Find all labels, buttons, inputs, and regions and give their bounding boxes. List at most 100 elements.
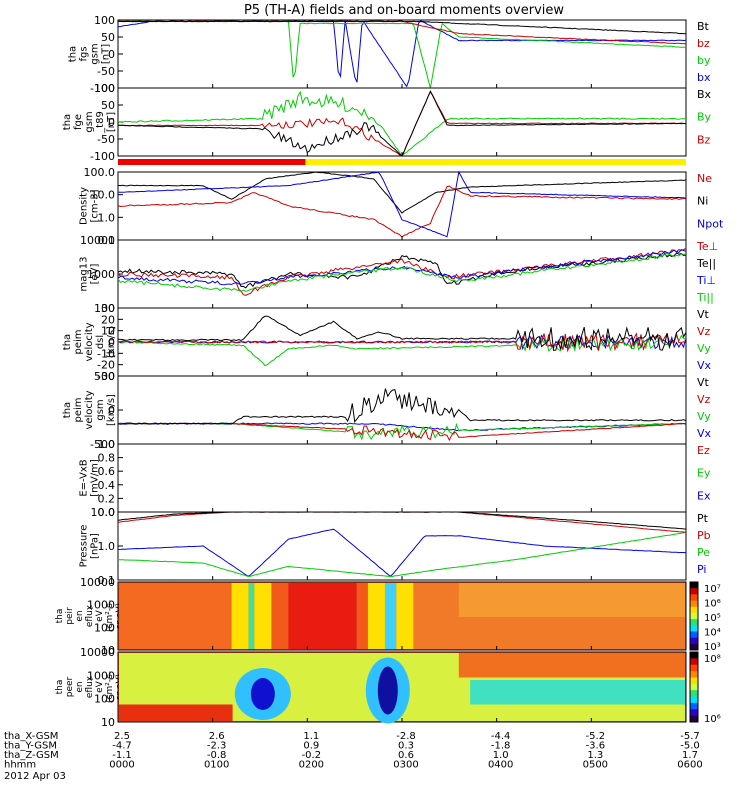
panel-traces [119, 653, 685, 724]
trace-npot [117, 170, 687, 238]
ytick-label: 1000 [87, 599, 115, 612]
colorbar-step [690, 702, 698, 710]
spectrogram-region [458, 653, 685, 678]
legend-vy: Vy [697, 410, 711, 423]
ytick-label: -30 [97, 370, 115, 383]
ephem-value: -0.2 [302, 750, 322, 761]
ytick-label: 50 [101, 31, 115, 44]
colorbar-label: 10⁴ [704, 628, 721, 639]
panel-ylabel: en [75, 610, 85, 621]
legend-pe: Pe [697, 546, 710, 559]
panel-ylabel: peim [73, 329, 84, 354]
ephem-value: 0.9 [303, 741, 319, 752]
panel-ylabel: mag13 [79, 257, 90, 292]
spectrogram-band [231, 583, 249, 649]
panel-2: tha fge gsm _t89 [nT] 100 50 0 -50 -100 Bx By Bz [62, 82, 712, 165]
xtick-label: 0300 [393, 760, 418, 771]
ytick-label: 0 [108, 48, 115, 61]
colorbar-step [690, 671, 698, 678]
trace-vy [118, 422, 687, 441]
ephem-value: 0.3 [398, 741, 414, 752]
colorbar-step [690, 643, 698, 651]
panel-ylabel: eV [95, 680, 105, 693]
trace-bx [117, 90, 687, 157]
ephem-label: tha_Y-GSM [4, 741, 57, 752]
colorbar-step [690, 696, 698, 704]
date-label: 2012 Apr 03 [4, 771, 66, 782]
ytick-label: 0.1 [98, 234, 116, 247]
colorbar-step [690, 606, 698, 614]
ytick-label: 0.0 [98, 506, 116, 519]
panel-ylabel: tha [62, 334, 73, 350]
legend-bx: bx [697, 71, 711, 84]
colorbar-label: 10⁸ [704, 654, 721, 665]
ephem-value: -5.7 [680, 731, 700, 742]
ephem-value: -0.8 [207, 750, 227, 761]
trace-ti-par [117, 253, 686, 293]
ytick-label: 100 [94, 302, 115, 315]
panel-ylabel: [eV] [90, 264, 101, 285]
colorbar: 10⁸ 10⁶ [689, 651, 721, 725]
ephem-label: tha_Z-GSM [4, 750, 59, 761]
panel-ylabel: [nT] [106, 112, 117, 132]
panel-ylabel: E=-VxB [79, 459, 90, 496]
ytick-label: 10000 [80, 646, 115, 659]
ytick-label: 0.2 [98, 492, 116, 505]
ytick-label: 0.8 [98, 452, 116, 465]
panel-ylabel: _t89 [95, 111, 106, 134]
legend-bz: bz [697, 37, 710, 50]
ytick-label: 10 [101, 644, 115, 657]
trace-ti-perp [117, 249, 687, 286]
colorbar-step [690, 594, 698, 602]
colorbar-label: 10⁶ [704, 599, 721, 610]
ytick-label: 10 [101, 716, 115, 729]
xtick-label: 0000 [109, 760, 134, 771]
ephem-label: tha_X-GSM [4, 731, 58, 742]
legend-bx: Bx [697, 88, 712, 101]
ephem-value: -5.2 [586, 731, 606, 742]
panel-ylabel: [nPa] [90, 533, 101, 559]
colorbar-step [690, 619, 698, 626]
colorbar-step [690, 690, 698, 698]
panel-ylabel: (cm²-s- [105, 600, 115, 632]
colorbar-step [690, 612, 698, 620]
spectrogram-region [458, 583, 685, 617]
ytick-label: 100 [94, 14, 115, 27]
legend-ez: Ez [697, 444, 710, 457]
ytick-label: 50 [101, 99, 115, 112]
ytick-label: 100 [94, 621, 115, 634]
legend-ex: Ex [697, 489, 711, 502]
legend-ti⊥: Ti⊥ [696, 274, 716, 287]
legend-vz: Vz [697, 325, 711, 338]
panel-frame [117, 87, 687, 157]
panel-4: mag13 [eV] 10000 1000 100 Te⊥ Te|| Ti⊥ Ti|| [79, 234, 719, 315]
legend-by: By [697, 111, 712, 124]
panel-ylabel: tha [55, 609, 65, 624]
ytick-label: 10 [101, 325, 115, 338]
trace-bt [117, 20, 687, 35]
legend-pt: Pt [697, 512, 709, 525]
colorbar-step [690, 664, 698, 672]
colorbar-step [690, 683, 698, 691]
ytick-label: 100.0 [84, 166, 116, 179]
trace-vz [117, 331, 687, 353]
legend-ne: Ne [697, 172, 712, 185]
panel-ylabel: tha [62, 114, 73, 130]
ytick-label: 20 [101, 313, 115, 326]
panel-9: thapeirenefluxeV(cm²-s-sr-eV)10000100010… [55, 576, 721, 657]
spectrogram-band [396, 583, 414, 649]
colorbar-step [690, 658, 698, 666]
panel-1: tha fgs gsm [nT] 100 50 0 -50 -100 Bt bz by bx [68, 14, 711, 95]
trace-pt [117, 511, 687, 530]
ephem-value: 1.3 [587, 750, 603, 761]
legend-te⊥: Te⊥ [696, 240, 718, 253]
colorbar-step [690, 709, 698, 717]
panel-traces [117, 511, 687, 578]
ephem-value: 2.6 [209, 731, 225, 742]
colorbar-step [690, 588, 698, 595]
legend-vt: Vt [697, 376, 710, 389]
ephem-value: 1.0 [493, 750, 509, 761]
legend-ti||: Ti|| [696, 291, 714, 304]
panel-frame [117, 171, 687, 241]
panel-ylabel: gsm [84, 111, 95, 132]
